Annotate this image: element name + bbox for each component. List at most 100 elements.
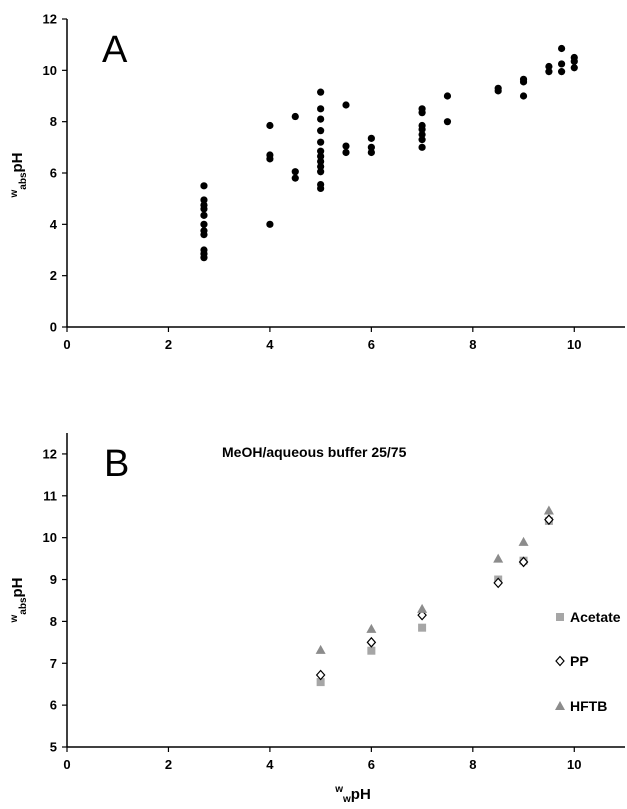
chart-a-point-series-0 bbox=[557, 68, 566, 76]
chart-b-panel-letter: B bbox=[104, 443, 129, 485]
chart-b-point-hftb bbox=[417, 603, 428, 613]
chart-a: 0 2 4 6 8 10 12 0 2 4 6 8 10 A wabspH bbox=[9, 12, 625, 353]
chart-a-point-series-0 bbox=[200, 220, 208, 228]
chart-b-ylabel-sub: abs bbox=[18, 597, 29, 615]
chart-b-y-tick-label: 6 bbox=[50, 698, 57, 713]
chart-b-point-pp bbox=[315, 669, 326, 681]
chart-a-point-series-0 bbox=[200, 211, 208, 219]
chart-b-point-pp bbox=[544, 514, 554, 526]
chart-b-legend-marker-pp bbox=[555, 655, 565, 667]
chart-b-x-tick-label: 0 bbox=[63, 757, 70, 772]
chart-a-point-series-0 bbox=[317, 138, 325, 146]
chart-b-point-hftb bbox=[518, 536, 529, 546]
chart-b-point-hftb bbox=[493, 553, 504, 563]
chart-b-ylabel-sup: w bbox=[9, 615, 20, 624]
chart-b-x-tick-label: 4 bbox=[266, 757, 274, 772]
chart-b-xlabel-sup: w bbox=[334, 784, 343, 795]
chart-b-title: MeOH/aqueous buffer 25/75 bbox=[222, 444, 407, 460]
chart-a-point-series-0 bbox=[545, 68, 553, 76]
chart-a-ticks: 0 2 4 6 8 10 12 0 2 4 6 8 10 bbox=[43, 12, 582, 353]
chart-b-legend-label-hftb: HFTB bbox=[570, 698, 607, 714]
chart-b-xlabel-main: pH bbox=[351, 786, 371, 803]
chart-a-point-series-0 bbox=[200, 201, 208, 209]
chart-a-ylabel-main: pH bbox=[9, 152, 26, 172]
chart-b-y-tick-label: 10 bbox=[43, 530, 57, 545]
chart-a-y-tick-label: 8 bbox=[50, 114, 57, 129]
chart-b-y-tick-label: 11 bbox=[43, 488, 57, 503]
chart-b-ticks: 5 6 7 8 9 10 11 12 0 2 4 6 8 10 bbox=[43, 446, 582, 772]
chart-a-point-series-0 bbox=[291, 112, 299, 121]
chart-a-point-series-0 bbox=[494, 84, 502, 92]
chart-b-points bbox=[315, 505, 554, 687]
chart-a-point-series-0 bbox=[317, 115, 325, 123]
chart-b-legend-label-pp: PP bbox=[570, 653, 589, 669]
chart-a-x-tick-label: 8 bbox=[469, 337, 476, 352]
chart-a-x-tick-label: 10 bbox=[567, 337, 581, 352]
chart-a-point-series-0 bbox=[200, 246, 208, 254]
chart-b-point-hftb bbox=[543, 505, 554, 515]
chart-a-y-tick-label: 10 bbox=[43, 63, 57, 78]
chart-b-x-tick-label: 8 bbox=[469, 757, 476, 772]
chart-b-point-hftb bbox=[366, 623, 377, 633]
chart-b-x-tick-label: 2 bbox=[165, 757, 172, 772]
chart-a-y-tick-label: 12 bbox=[43, 12, 57, 27]
chart-b-point-pp bbox=[493, 577, 503, 589]
chart-b-point-pp bbox=[366, 636, 377, 648]
chart-a-point-series-0 bbox=[317, 180, 325, 189]
chart-b-point-acetate bbox=[316, 678, 325, 687]
chart-a-point-series-0 bbox=[557, 60, 566, 68]
chart-a-y-axis-label: wabspH bbox=[9, 152, 29, 198]
chart-a-point-series-0 bbox=[200, 227, 208, 235]
chart-a-point-series-0 bbox=[266, 220, 274, 228]
chart-a-point-series-0 bbox=[317, 147, 325, 155]
chart-a-x-tick-label: 2 bbox=[165, 337, 172, 352]
chart-a-point-series-0 bbox=[418, 121, 426, 130]
chart-a-point-series-0 bbox=[317, 88, 325, 96]
chart-a-point-series-0 bbox=[342, 142, 350, 150]
chart-b-point-hftb bbox=[315, 644, 326, 654]
chart-b-ylabel-main: pH bbox=[9, 577, 26, 597]
chart-b-point-pp bbox=[518, 556, 529, 568]
chart-b-x-axis-label: wwpH bbox=[334, 784, 371, 805]
chart-b-x-tick-label: 6 bbox=[368, 757, 375, 772]
chart-a-point-series-0 bbox=[266, 151, 274, 159]
chart-a-point-series-0 bbox=[317, 157, 325, 166]
chart-a-point-series-0 bbox=[200, 182, 208, 190]
chart-b-x-tick-label: 10 bbox=[567, 757, 581, 772]
chart-a-point-series-0 bbox=[317, 105, 325, 113]
chart-a-point-series-0 bbox=[418, 105, 426, 113]
chart-a-point-series-0 bbox=[317, 162, 325, 171]
chart-b-legend: Acetate PP HFTB bbox=[555, 609, 621, 714]
chart-b-point-acetate bbox=[418, 623, 427, 632]
chart-b-legend-label-acetate: Acetate bbox=[570, 609, 621, 625]
chart-b-y-tick-label: 8 bbox=[50, 614, 57, 629]
chart-a-point-series-0 bbox=[418, 130, 426, 139]
chart-a-point-series-0 bbox=[557, 44, 566, 53]
chart-a-points bbox=[200, 44, 578, 262]
chart-a-point-series-0 bbox=[443, 92, 452, 100]
chart-b-xlabel-sub: w bbox=[342, 794, 351, 805]
chart-a-point-series-0 bbox=[266, 121, 274, 130]
chart-b-y-axis-label: wabspH bbox=[9, 577, 29, 623]
chart-a-point-series-0 bbox=[545, 62, 553, 71]
chart-a-point-series-0 bbox=[418, 136, 426, 144]
chart-b-y-tick-label: 7 bbox=[50, 656, 57, 671]
chart-b-legend-marker-acetate bbox=[556, 613, 564, 621]
chart-a-point-series-0 bbox=[570, 64, 578, 72]
chart-a-point-series-0 bbox=[342, 148, 350, 157]
chart-a-panel-letter: A bbox=[102, 29, 128, 71]
chart-a-point-series-0 bbox=[367, 148, 375, 157]
chart-b-legend-marker-hftb bbox=[555, 701, 565, 710]
chart-a-y-tick-label: 0 bbox=[50, 320, 57, 335]
chart-b-y-tick-label: 12 bbox=[43, 446, 57, 461]
chart-a-y-tick-label: 6 bbox=[50, 166, 57, 181]
chart-a-point-series-0 bbox=[317, 168, 325, 176]
chart-a-x-tick-label: 6 bbox=[368, 337, 375, 352]
chart-b-point-acetate bbox=[367, 646, 376, 655]
chart-a-point-series-0 bbox=[317, 127, 325, 135]
chart-a-x-tick-label: 4 bbox=[266, 337, 274, 352]
chart-a-x-tick-label: 0 bbox=[63, 337, 70, 352]
chart-a-ylabel-sub: abs bbox=[18, 172, 29, 190]
chart-a-point-series-0 bbox=[418, 143, 426, 151]
